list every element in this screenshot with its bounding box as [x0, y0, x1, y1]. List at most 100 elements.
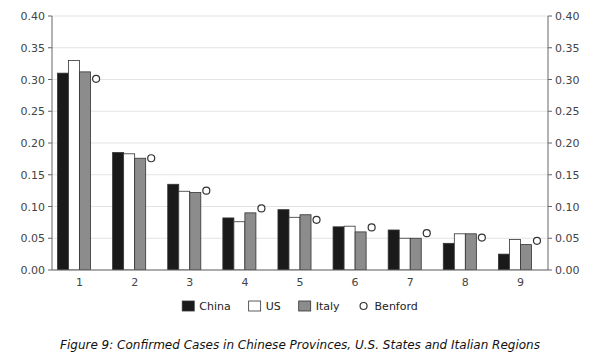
bar — [113, 153, 124, 270]
y-tick — [48, 238, 52, 239]
y-tick-label: 0.00 — [21, 264, 46, 277]
y-tick — [48, 16, 52, 17]
x-axis-line — [52, 270, 548, 271]
legend-item: China — [182, 300, 230, 313]
y2-tick — [548, 16, 552, 17]
bar — [245, 213, 256, 270]
x-tick-label: 9 — [517, 276, 524, 289]
legend-swatch — [299, 301, 311, 311]
grid — [52, 16, 548, 270]
grid-line — [52, 16, 548, 17]
y2-tick-label: 0.40 — [555, 10, 580, 23]
point — [148, 155, 155, 162]
legend-swatch — [249, 301, 261, 311]
y-tick-label: 0.35 — [21, 42, 46, 55]
title: Figure 9: Confirmed Cases in Chinese Pro… — [60, 338, 540, 352]
x-tick-label: 2 — [131, 276, 138, 289]
y2-tick — [548, 111, 552, 112]
legend-swatch — [360, 303, 367, 310]
bar — [80, 72, 91, 270]
point — [313, 216, 320, 223]
y2-tick — [548, 270, 552, 271]
chart: 0.00 0.05 0.10 0.15 0.20 0.25 0.30 0.35 0.40 0.00… — [0, 0, 600, 361]
series — [80, 72, 532, 270]
y2-tick-label: 0.05 — [555, 232, 580, 245]
y2-tick — [548, 143, 552, 144]
point — [478, 234, 485, 241]
point — [93, 75, 100, 82]
legend-item: Benford — [360, 300, 418, 313]
axes: 0.00 0.05 0.10 0.15 0.20 0.25 0.30 0.35 0.40 0.00… — [21, 10, 580, 289]
bar — [234, 222, 245, 270]
bar — [465, 234, 476, 270]
bar — [124, 154, 135, 270]
y-tick-label: 0.20 — [21, 137, 46, 150]
y2-tick-label: 0.00 — [555, 264, 580, 277]
y2-tick-label: 0.30 — [555, 74, 580, 87]
y-tick — [48, 111, 52, 112]
grid-line — [52, 79, 548, 80]
bar — [443, 243, 454, 270]
point — [423, 230, 430, 237]
grid-line — [52, 47, 548, 48]
y2-tick-label: 0.25 — [555, 105, 580, 118]
point — [258, 205, 265, 212]
bar — [190, 193, 201, 270]
series — [69, 60, 521, 270]
x-tick-label: 1 — [76, 276, 83, 289]
point — [533, 237, 540, 244]
marks — [58, 60, 541, 270]
bar — [168, 184, 179, 270]
bar — [509, 240, 520, 270]
series — [58, 73, 510, 270]
legend-item: Italy — [299, 300, 340, 313]
x-tick-label: 3 — [186, 276, 193, 289]
x-tick-label: 8 — [462, 276, 469, 289]
legend-label: Italy — [316, 300, 340, 313]
y-tick — [48, 270, 52, 271]
point — [368, 224, 375, 231]
legend: China US Italy Benford — [182, 300, 418, 313]
legend-item: US — [249, 300, 281, 313]
legend-label: China — [199, 300, 230, 313]
y-tick — [48, 143, 52, 144]
legend-swatch — [182, 301, 194, 311]
bar — [355, 232, 366, 270]
y-tick — [48, 79, 52, 80]
y2-tick-label: 0.20 — [555, 137, 580, 150]
bar — [388, 230, 399, 270]
bar — [69, 60, 80, 270]
y2-tick — [548, 79, 552, 80]
y2-tick — [548, 174, 552, 175]
y2-tick-label: 0.15 — [555, 169, 580, 182]
y-tick-label: 0.10 — [21, 201, 46, 214]
y2-tick — [548, 206, 552, 207]
bar — [399, 238, 410, 270]
x-tick-label: 6 — [352, 276, 359, 289]
bar — [278, 210, 289, 270]
bar — [410, 238, 421, 270]
y-tick — [48, 206, 52, 207]
y-tick-label: 0.40 — [21, 10, 46, 23]
series — [93, 75, 541, 244]
y2-tick — [548, 238, 552, 239]
bar — [179, 191, 190, 270]
point — [203, 187, 210, 194]
y-tick-label: 0.30 — [21, 74, 46, 87]
bar — [498, 254, 509, 270]
bar — [333, 227, 344, 270]
y2-tick — [548, 47, 552, 48]
grid-line — [52, 111, 548, 112]
bar — [223, 218, 234, 270]
y2-tick-label: 0.10 — [555, 201, 580, 214]
bar — [135, 158, 146, 270]
bar — [520, 245, 531, 270]
x-tick-label: 4 — [241, 276, 248, 289]
y-tick — [48, 174, 52, 175]
grid-line — [52, 143, 548, 144]
bar — [300, 215, 311, 270]
y-tick-label: 0.15 — [21, 169, 46, 182]
y-tick-label: 0.05 — [21, 232, 46, 245]
bar — [454, 234, 465, 270]
x-tick-label: 7 — [407, 276, 414, 289]
